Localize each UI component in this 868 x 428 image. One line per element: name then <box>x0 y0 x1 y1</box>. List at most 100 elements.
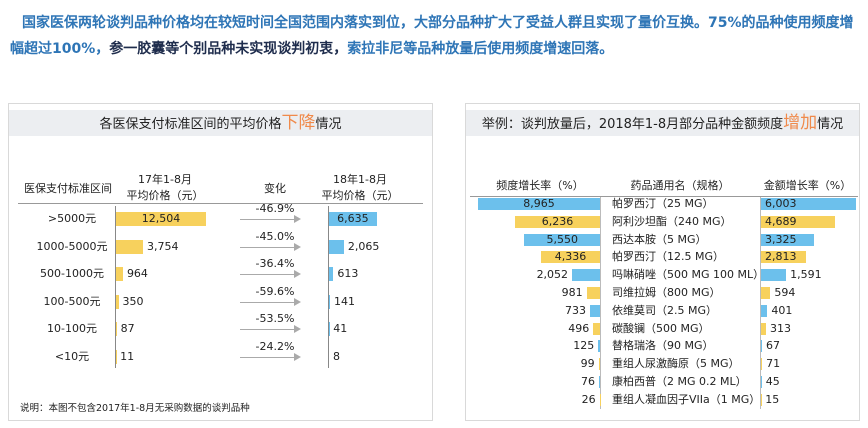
title-text: 各医保支付标准区间的平均价格 <box>99 117 282 132</box>
bar <box>598 376 600 388</box>
header-rule <box>470 196 858 197</box>
value-label: 4,689 <box>765 214 797 228</box>
value-label: 6,003 <box>765 197 797 210</box>
value-label: 733 <box>565 303 587 317</box>
bar <box>116 212 206 226</box>
change-label: -53.5% <box>255 312 295 326</box>
bar <box>598 358 600 371</box>
drug-name: 替格瑞洛（90 MG） <box>612 339 714 353</box>
column-header: 药品通用名（规格） <box>630 179 730 192</box>
value-label: 5,550 <box>546 232 578 246</box>
bar <box>116 322 117 337</box>
change-label: -59.6% <box>255 284 295 298</box>
arrow-head <box>294 270 301 279</box>
header-part: 国家医保两轮谈判品种价格均在较短时间全国范围内落实到位，大部分品种扩大了受益人群… <box>10 15 854 57</box>
drug-name: 吗啉硝唑（500 MG 100 ML） <box>612 268 765 282</box>
bar <box>116 239 144 254</box>
value-label: 87 <box>120 322 135 336</box>
value-label: 45 <box>765 375 780 388</box>
column-header: 频度增长率（%） <box>496 179 584 192</box>
title-text: 情况 <box>315 117 342 132</box>
bar <box>761 215 836 228</box>
bar <box>761 322 766 335</box>
bar <box>598 340 600 353</box>
category-label: 10-100元 <box>47 322 97 336</box>
drug-name: 司维拉姆（800 MG） <box>612 286 721 299</box>
bar <box>761 269 787 282</box>
change-label: -46.9% <box>255 202 295 215</box>
value-label: 67 <box>766 339 781 353</box>
arrow-head <box>294 353 301 361</box>
value-label: 401 <box>771 303 793 317</box>
category-label: 500-1000元 <box>40 267 104 281</box>
arrow-head <box>294 215 301 223</box>
drug-name: 碳酸镧（500 MG） <box>612 321 710 335</box>
value-label: 313 <box>769 321 791 335</box>
change-arrow <box>240 357 296 358</box>
bar <box>515 215 600 228</box>
axis-line <box>760 197 761 409</box>
chart-title: 各医保支付标准区间的平均价格下降情况 <box>9 110 432 136</box>
value-label: 71 <box>766 357 781 371</box>
header-part: 参一胶囊等个别品种未实现谈判初衷， <box>109 41 348 57</box>
note: 说明：本图不包含2017年1-8月无采购数据的谈判品种 <box>20 403 250 414</box>
bar <box>761 358 763 371</box>
bar <box>590 304 600 317</box>
category-label: <10元 <box>54 350 90 363</box>
value-label: 125 <box>573 339 595 353</box>
drug-name: 康柏西普（2 MG 0.2 ML） <box>612 375 747 388</box>
drug-name: 重组人凝血因子VIIa（1 MG） <box>612 392 761 406</box>
bar <box>329 212 377 226</box>
drug-name: 阿利沙坦酯（240 MG） <box>612 214 732 228</box>
value-label: 964 <box>126 267 148 281</box>
column-header: 17年1-8月 平均价格（元） <box>126 173 204 202</box>
bar <box>761 376 762 388</box>
bar <box>478 198 600 210</box>
axis-line <box>115 206 116 368</box>
value-label: 12,504 <box>141 212 181 225</box>
value-label: 99 <box>580 357 595 371</box>
bar <box>329 239 344 254</box>
value-label: 613 <box>337 267 359 281</box>
change-arrow <box>240 246 296 248</box>
change-arrow <box>240 301 296 303</box>
axis-line <box>600 197 601 409</box>
bar <box>540 251 600 264</box>
bar <box>761 304 768 317</box>
bar <box>329 267 334 282</box>
value-label: 594 <box>774 286 796 299</box>
value-label: 6,635 <box>337 212 369 225</box>
bar <box>593 322 600 335</box>
value-label: 981 <box>561 286 583 299</box>
change-label: -24.2% <box>255 340 295 353</box>
change-label: -45.0% <box>255 229 295 243</box>
arrow-head <box>294 297 301 306</box>
bar <box>572 269 600 282</box>
bar <box>761 233 814 246</box>
change-label: -36.4% <box>255 257 295 271</box>
value-label: 41 <box>333 322 348 336</box>
drug-name: 西达本胺（5 MG） <box>612 232 707 246</box>
value-label: 2,065 <box>347 239 380 253</box>
value-label: 11 <box>120 350 135 363</box>
value-label: 1,591 <box>790 268 822 282</box>
value-label: 8 <box>333 350 341 363</box>
header-part: 索拉非尼等品种放量后使用频度增速回落。 <box>347 41 614 57</box>
drug-name: 帕罗西汀（12.5 MG） <box>612 250 725 264</box>
change-arrow <box>240 219 296 220</box>
value-label: 8,965 <box>523 197 555 210</box>
value-label: 350 <box>122 294 144 308</box>
value-label: 141 <box>334 294 355 308</box>
value-label: 15 <box>765 392 780 406</box>
axis-line <box>328 206 329 368</box>
value-label: 26 <box>581 392 596 406</box>
value-label: 76 <box>580 375 595 388</box>
header: 国家医保两轮谈判品种价格均在较短时间全国范围内落实到位，大部分品种扩大了受益人群… <box>10 10 858 62</box>
left-title-band <box>9 110 432 136</box>
title-text: 举例：谈判放量后，2018年1-8月部分品种金额频度 <box>481 117 784 132</box>
change-arrow <box>240 329 296 331</box>
title-highlight: 下降 <box>281 113 316 133</box>
value-label: 2,052 <box>536 268 569 282</box>
bar <box>116 294 119 309</box>
